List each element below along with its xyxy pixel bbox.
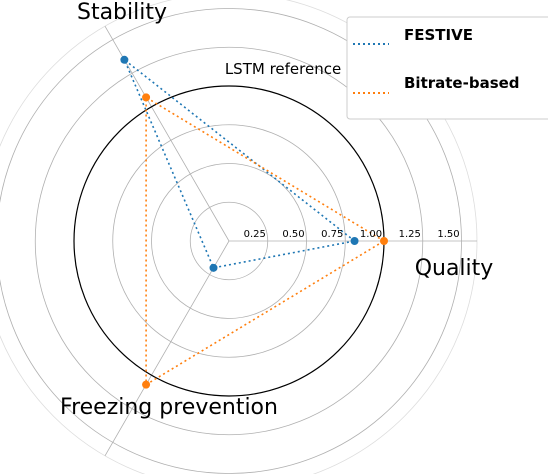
radial-tick-label-1: 0.50 [282, 229, 304, 240]
data-point-bitrate-based-1 [142, 93, 151, 102]
data-point-bitrate-based-0 [380, 237, 388, 245]
radial-tick-labels: 0.25 0.50 0.75 1.00 1.25 1.50 [244, 229, 460, 240]
data-point-festive-1 [120, 55, 129, 64]
series-layer [120, 55, 388, 389]
axis-label-freezing-prevention: Freezing prevention [60, 395, 278, 420]
radial-tick-label-4: 1.25 [399, 229, 421, 240]
radial-tick-label-3: 1.00 [360, 229, 382, 240]
spoke-2 [104, 240, 230, 456]
radial-tick-label-5: 1.50 [437, 229, 459, 240]
legend-label-bitrate-based: Bitrate-based [404, 74, 520, 92]
series-line-bitrate-based [145, 95, 386, 387]
legend: FESTIVE Bitrate-based [346, 16, 548, 120]
legend-label-festive: FESTIVE [404, 26, 473, 44]
data-point-bitrate-based-2 [142, 380, 151, 389]
axis-label-stability: Stability [77, 0, 167, 25]
data-point-festive-0 [350, 237, 359, 245]
axis-label-quality: Quality [415, 256, 494, 281]
data-point-festive-2 [209, 263, 218, 272]
radial-tick-label-2: 0.75 [321, 229, 343, 240]
reference-circle-label: LSTM reference [225, 60, 341, 78]
radial-tick-label-0: 0.25 [244, 229, 266, 240]
series-line-festive [123, 59, 357, 269]
legend-box [346, 16, 548, 120]
